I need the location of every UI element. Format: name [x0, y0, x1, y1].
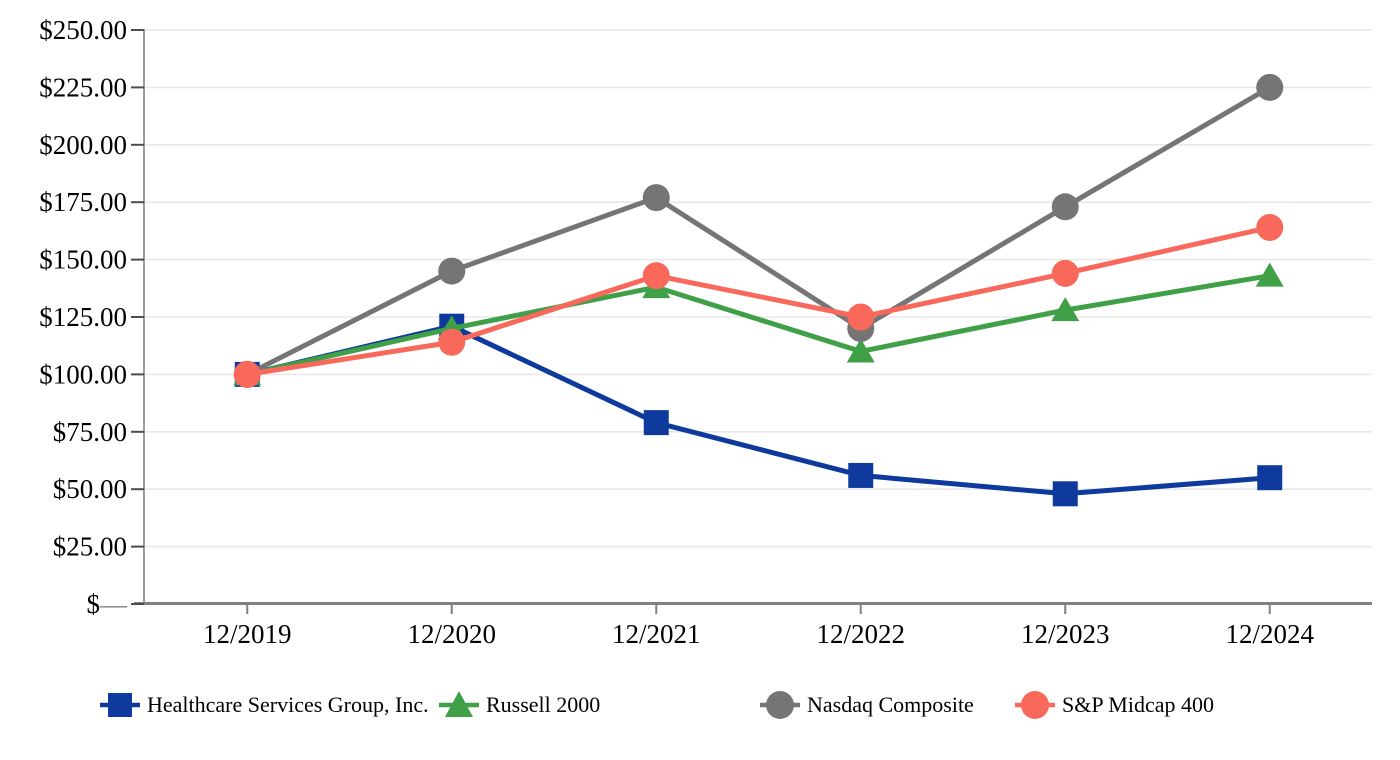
data-point-sp-midcap-400 — [233, 360, 261, 388]
legend-circle — [1021, 691, 1049, 719]
legend-marker-triangle-icon — [439, 691, 479, 717]
series-line-nasdaq-composite — [246, 85, 1272, 377]
data-point-sp-midcap-400 — [1051, 259, 1079, 287]
legend-label-nasdaq-composite: Nasdaq Composite — [807, 692, 974, 717]
y-tick-label: $125.00 — [39, 302, 127, 332]
data-point-nasdaq-composite — [642, 184, 670, 212]
y-tick-label: $250.00 — [39, 15, 127, 45]
y-tick-label: $25.00 — [53, 532, 127, 562]
series-sp-midcap-400 — [233, 213, 1284, 388]
series-russell-2000 — [233, 262, 1284, 386]
data-point-nasdaq-composite — [1256, 73, 1284, 101]
legend-item-nasdaq-composite: Nasdaq Composite — [760, 686, 974, 724]
data-point-russell-2000 — [846, 338, 875, 363]
data-point-hcsg — [1257, 465, 1283, 491]
legend-label-sp-midcap-400: S&P Midcap 400 — [1062, 692, 1214, 717]
axes — [131, 29, 1372, 614]
y-tick-label: $75.00 — [53, 417, 127, 447]
y-tick-label: $150.00 — [39, 245, 127, 275]
legend-item-sp-midcap-400: S&P Midcap 400 — [1015, 686, 1214, 724]
data-point-sp-midcap-400 — [1256, 213, 1284, 241]
chart-legend: Healthcare Services Group, Inc. Russell … — [0, 686, 1400, 730]
data-point-sp-midcap-400 — [642, 262, 670, 290]
legend-square — [108, 693, 132, 717]
legend-marker-circle-icon — [760, 691, 800, 719]
data-point-sp-midcap-400 — [438, 328, 466, 356]
legend-item-russell-2000: Russell 2000 — [439, 686, 600, 724]
y-tick-label: $200.00 — [39, 130, 127, 160]
data-point-hcsg — [643, 410, 669, 436]
x-tick-label: 12/2021 — [612, 619, 701, 649]
y-tick-label: $— — [87, 589, 129, 619]
y-tick-label: $50.00 — [53, 474, 127, 504]
data-point-nasdaq-composite — [438, 257, 466, 285]
data-point-sp-midcap-400 — [847, 303, 875, 331]
legend-label-russell-2000: Russell 2000 — [486, 692, 601, 717]
x-tick-label: 12/2022 — [816, 619, 905, 649]
x-tick-label: 12/2024 — [1225, 619, 1314, 649]
y-tick-label: $100.00 — [39, 359, 127, 389]
legend-marker-circle-icon — [1015, 691, 1055, 719]
y-tick-label: $225.00 — [39, 72, 127, 102]
x-tick-label: 12/2019 — [203, 619, 292, 649]
x-tick-label: 12/2023 — [1021, 619, 1110, 649]
legend-item-hcsg: Healthcare Services Group, Inc. — [100, 686, 429, 724]
data-point-russell-2000 — [1051, 297, 1080, 322]
data-point-nasdaq-composite — [1051, 193, 1079, 221]
x-axis-labels: 12/2019 12/2020 12/2021 12/2022 12/2023 12/20… — [203, 619, 1315, 649]
data-point-russell-2000 — [1255, 262, 1284, 287]
legend-label-hcsg: Healthcare Services Group, Inc. — [147, 692, 429, 717]
data-point-hcsg — [848, 462, 874, 488]
y-tick-label: $175.00 — [39, 187, 127, 217]
legend-triangle — [445, 691, 473, 717]
legend-marker-square-icon — [100, 693, 140, 717]
series-line-russell-2000 — [246, 273, 1271, 377]
legend-circle — [766, 691, 794, 719]
series-line-sp-midcap-400 — [246, 225, 1271, 377]
data-point-hcsg — [1052, 481, 1078, 507]
y-axis-labels: $250.00 $225.00 $200.00 $175.00 $150.00 $125.… — [39, 15, 128, 619]
x-tick-label: 12/2020 — [407, 619, 496, 649]
